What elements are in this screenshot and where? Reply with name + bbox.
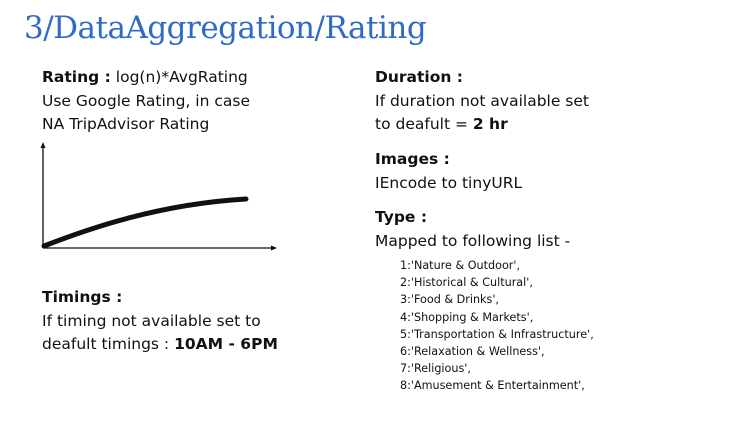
rating-formula: log(n)*AvgRating (115, 68, 248, 86)
duration-section: Duration : If duration not available set… (375, 66, 589, 137)
images-line-1: IEncode to tinyURL (375, 173, 523, 192)
duration-line-2-prefix: to deafult = (375, 115, 473, 133)
type-list: 1:'Nature & Outdoor', 2:'Historical & Cu… (400, 257, 594, 395)
timings-label: Timings : (42, 288, 123, 306)
type-label: Type : (375, 208, 428, 226)
type-section: Type : Mapped to following list - (375, 206, 570, 253)
type-list-item: 5:'Transportation & Infrastructure', (400, 327, 594, 341)
type-line-1: Mapped to following list - (375, 231, 571, 250)
timings-default-value: 10AM - 6PM (174, 335, 278, 353)
duration-line-1: If duration not available set (375, 91, 589, 110)
chart-x-arrow (271, 245, 277, 251)
duration-label: Duration : (375, 68, 464, 86)
timings-line-1: If timing not available set to (42, 311, 261, 330)
type-list-item: 2:'Historical & Cultural', (400, 276, 533, 290)
images-label: Images : (375, 150, 450, 168)
type-list-item: 3:'Food & Drinks', (400, 293, 499, 307)
rating-line-3: NA TripAdvisor Rating (42, 115, 210, 133)
rating-line-2: Use Google Rating, in case (42, 91, 250, 110)
type-list-item: 7:'Religious', (400, 362, 471, 376)
duration-default-value: 2 hr (472, 115, 508, 133)
timings-line-2-prefix: deafult timings : (42, 335, 175, 353)
type-list-item: 1:'Nature & Outdoor', (400, 259, 521, 272)
images-section: Images : IEncode to tinyURL (375, 148, 522, 195)
rating-label: Rating : (42, 68, 111, 86)
chart-y-arrow (40, 142, 46, 148)
type-list-item: 4:'Shopping & Markets', (400, 310, 534, 324)
type-list-item: 8:'Amusement & Entertainment', (400, 379, 585, 393)
type-list-item: 6:'Relaxation & Wellness', (400, 345, 545, 359)
rating-section: Rating : log(n)*AvgRating Use Google Rat… (42, 66, 250, 137)
chart-log-curve (41, 196, 249, 249)
slide-title: 3/DataAggregation/Rating (24, 10, 427, 46)
timings-section: Timings : If timing not available set to… (42, 286, 278, 357)
